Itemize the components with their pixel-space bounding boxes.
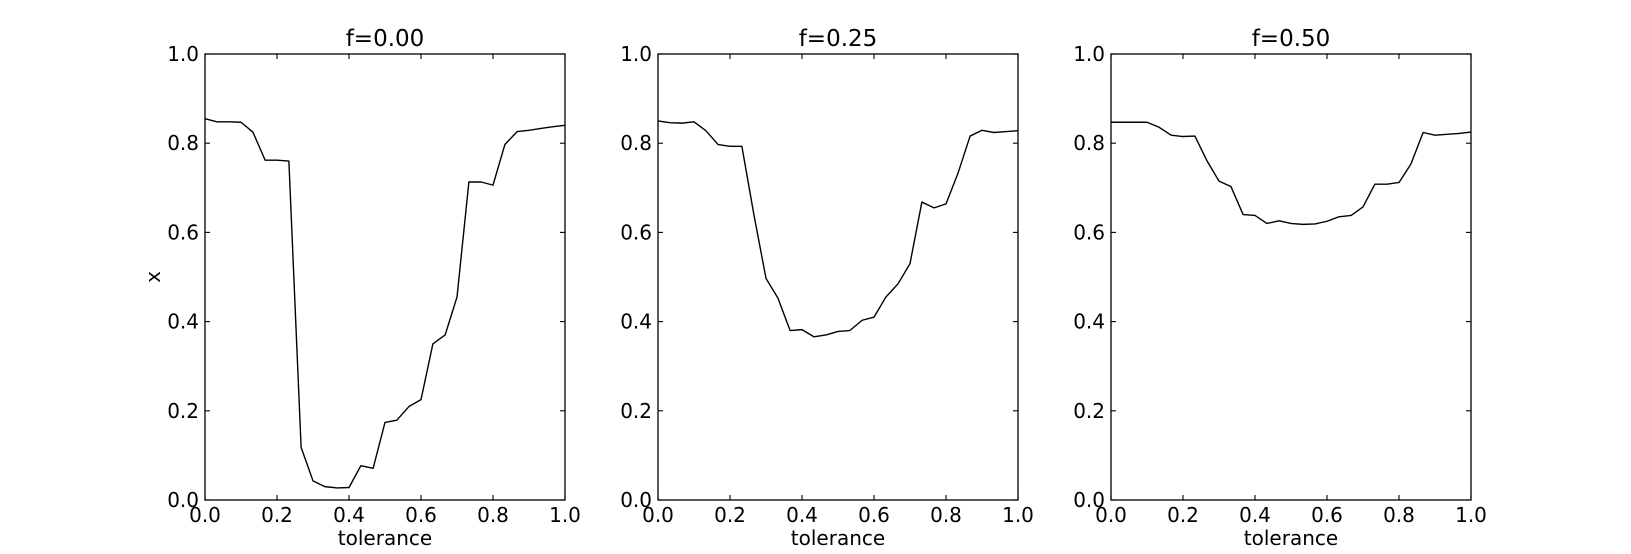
y-tick-label: 0.2 [167,399,199,423]
y-tick-label: 0.6 [1073,220,1105,244]
x-tick-label: 0.8 [477,503,509,527]
chart-title: f=0.00 [346,26,425,52]
y-tick-label: 0.6 [167,220,199,244]
x-tick-label: 0.4 [333,503,365,527]
y-tick-label: 0.4 [620,310,652,334]
x-tick-label: 0.0 [1095,503,1127,527]
series-line [204,117,566,489]
y-axis-label: x [141,271,165,283]
chart-panel-0: 0.0 0.2 0.4 0.6 0.8 1.0 0.0 0.2 0.4 0.6 0.8 1.0 f=0.… [141,26,581,550]
chart-title: f=0.50 [1252,26,1331,52]
x-tick-label: 1.0 [1455,503,1487,527]
x-tick-label: 0.2 [261,503,293,527]
x-tick-label: 0.0 [189,503,221,527]
series-line [1111,121,1472,226]
x-axis-label: tolerance [338,526,432,550]
y-tick-label: 1.0 [620,42,652,66]
x-tick-label: 0.2 [1167,503,1199,527]
y-tick-label: 0.8 [620,131,652,155]
series-line [657,120,1019,338]
x-tick-label: 1.0 [1002,503,1034,527]
y-tick-label: 1.0 [1073,42,1105,66]
y-tick-label: 0.0 [1073,488,1105,512]
x-tick-label: 0.8 [1383,503,1415,527]
x-tick-label: 0.6 [405,503,437,527]
y-tick-label: 0.8 [1073,131,1105,155]
x-tick-label: 1.0 [549,503,581,527]
x-tick-label: 0.6 [1311,503,1343,527]
y-tick-label: 0.8 [167,131,199,155]
x-tick-label: 0.0 [642,503,674,527]
y-tick-label: 0.4 [167,310,199,334]
x-tick-label: 0.4 [1239,503,1271,527]
plot-frame [204,53,566,501]
chart-title: f=0.25 [799,26,878,52]
y-tick-label: 0.0 [167,488,199,512]
x-axis-label: tolerance [1244,526,1338,550]
x-tick-label: 0.8 [930,503,962,527]
x-axis-label: tolerance [791,526,885,550]
x-tick-label: 0.4 [786,503,818,527]
x-tick-label: 0.2 [714,503,746,527]
chart-panel-2: 0.0 0.2 0.4 0.6 0.8 1.0 0.0 0.2 0.4 0.6 0.8 1.0 f=0.… [1073,26,1487,550]
x-tick-label: 0.6 [858,503,890,527]
y-tick-label: 0.6 [620,220,652,244]
y-tick-label: 0.2 [620,399,652,423]
y-tick-label: 0.2 [1073,399,1105,423]
y-tick-label: 1.0 [167,42,199,66]
y-tick-label: 0.4 [1073,310,1105,334]
y-tick-label: 0.0 [620,488,652,512]
chart-panel-1: 0.0 0.2 0.4 0.6 0.8 1.0 0.0 0.2 0.4 0.6 0.8 1.0 f=0.… [620,26,1034,550]
plot-frame [657,53,1019,501]
plot-frame [1110,53,1472,501]
